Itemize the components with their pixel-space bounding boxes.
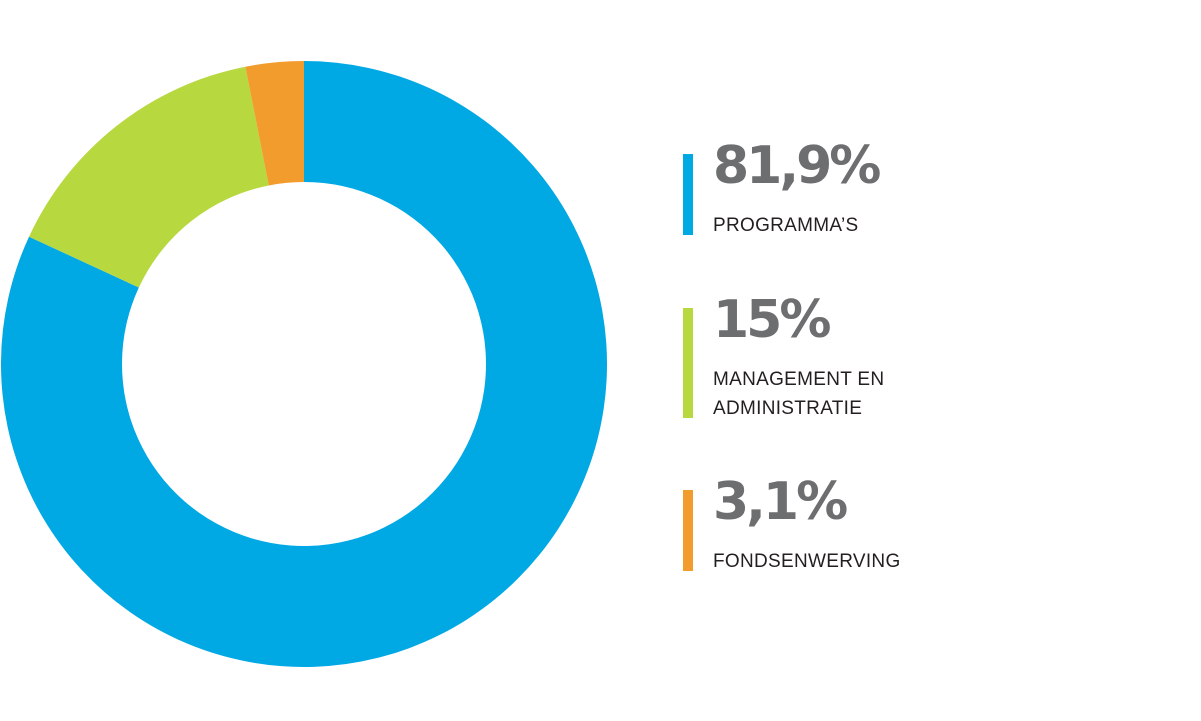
donut-chart	[1, 61, 607, 668]
legend-value: 81,9%	[713, 136, 881, 196]
legend-color-bar	[683, 154, 693, 235]
legend-color-bar	[683, 490, 693, 571]
legend-label: PROGRAMMA’S	[713, 215, 859, 236]
slice-fondsenwerving	[245, 61, 304, 186]
legend-label: FONDSENWERVING	[713, 551, 901, 572]
slice-programmas	[1, 61, 607, 668]
legend-label: MANAGEMENT EN ADMINISTRATIE	[713, 369, 885, 419]
legend-color-bar	[683, 308, 693, 418]
legend-value: 3,1%	[713, 472, 848, 532]
legend-value: 15%	[713, 290, 831, 350]
slice-management	[29, 66, 269, 288]
